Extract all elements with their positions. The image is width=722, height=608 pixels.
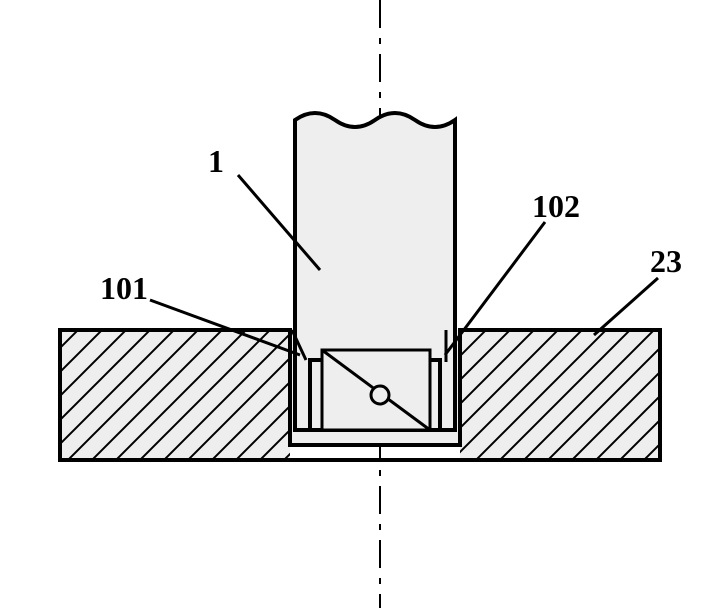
label-101: 101 [100, 272, 148, 304]
diagram-canvas: 1 101 102 23 [0, 0, 722, 608]
label-102: 102 [532, 190, 580, 222]
label-1: 1 [208, 145, 224, 177]
leader-23 [594, 278, 658, 335]
label-23: 23 [650, 245, 682, 277]
